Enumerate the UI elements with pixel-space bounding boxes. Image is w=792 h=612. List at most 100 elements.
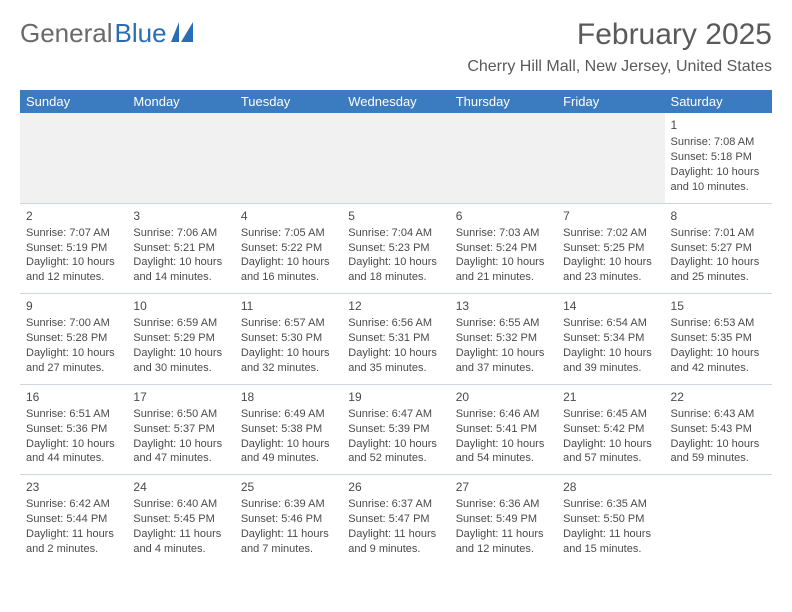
sunset-line: Sunset: 5:21 PM [133,241,228,256]
sunset-line: Sunset: 5:31 PM [348,331,443,346]
daylight-line: Daylight: 11 hours [26,527,121,542]
daylight-line: Daylight: 10 hours [563,437,658,452]
sunset-line: Sunset: 5:28 PM [26,331,121,346]
sunrise-line: Sunrise: 6:50 AM [133,407,228,422]
calendar-header: SundayMondayTuesdayWednesdayThursdayFrid… [20,90,772,113]
logo: GeneralBlue [20,18,197,49]
daylight-line: and 37 minutes. [456,361,551,376]
day-number: 2 [26,208,121,224]
sunrise-line: Sunrise: 7:02 AM [563,226,658,241]
sunrise-line: Sunrise: 7:08 AM [671,135,766,150]
daylight-line: and 42 minutes. [671,361,766,376]
sunset-line: Sunset: 5:41 PM [456,422,551,437]
sunrise-line: Sunrise: 7:03 AM [456,226,551,241]
day-header: Sunday [20,90,127,113]
sunset-line: Sunset: 5:22 PM [241,241,336,256]
sunrise-line: Sunrise: 6:51 AM [26,407,121,422]
daylight-line: and 49 minutes. [241,451,336,466]
sunset-line: Sunset: 5:32 PM [456,331,551,346]
daylight-line: and 54 minutes. [456,451,551,466]
day-number: 9 [26,298,121,314]
sunset-line: Sunset: 5:49 PM [456,512,551,527]
day-header: Tuesday [235,90,342,113]
sunrise-line: Sunrise: 6:37 AM [348,497,443,512]
day-header: Friday [557,90,664,113]
daylight-line: Daylight: 10 hours [456,346,551,361]
calendar-table: SundayMondayTuesdayWednesdayThursdayFrid… [20,90,772,565]
daylight-line: and 47 minutes. [133,451,228,466]
sunset-line: Sunset: 5:30 PM [241,331,336,346]
calendar-week: 2Sunrise: 7:07 AMSunset: 5:19 PMDaylight… [20,203,772,294]
sunset-line: Sunset: 5:44 PM [26,512,121,527]
daylight-line: Daylight: 10 hours [671,346,766,361]
calendar-cell: 16Sunrise: 6:51 AMSunset: 5:36 PMDayligh… [20,384,127,475]
sunrise-line: Sunrise: 6:47 AM [348,407,443,422]
daylight-line: Daylight: 10 hours [241,437,336,452]
calendar-cell [20,113,127,203]
daylight-line: Daylight: 10 hours [563,255,658,270]
sunset-line: Sunset: 5:45 PM [133,512,228,527]
logo-text-part1: General [20,18,113,49]
daylight-line: Daylight: 10 hours [348,437,443,452]
sunrise-line: Sunrise: 6:36 AM [456,497,551,512]
daylight-line: Daylight: 10 hours [671,165,766,180]
daylight-line: and 2 minutes. [26,542,121,557]
calendar-cell [665,475,772,565]
daylight-line: and 16 minutes. [241,270,336,285]
day-number: 28 [563,479,658,495]
daylight-line: and 30 minutes. [133,361,228,376]
sunset-line: Sunset: 5:19 PM [26,241,121,256]
daylight-line: and 12 minutes. [456,542,551,557]
day-number: 19 [348,389,443,405]
sunrise-line: Sunrise: 6:35 AM [563,497,658,512]
day-header: Monday [127,90,234,113]
calendar-week: 23Sunrise: 6:42 AMSunset: 5:44 PMDayligh… [20,475,772,565]
day-number: 17 [133,389,228,405]
calendar-cell: 4Sunrise: 7:05 AMSunset: 5:22 PMDaylight… [235,203,342,294]
sunrise-line: Sunrise: 6:56 AM [348,316,443,331]
day-number: 13 [456,298,551,314]
calendar-cell: 13 Sunrise: 6:55 AMSunset: 5:32 PMDayligh… [450,294,557,385]
daylight-line: Daylight: 10 hours [348,255,443,270]
daylight-line: and 12 minutes. [26,270,121,285]
day-number: 25 [241,479,336,495]
daylight-line: and 44 minutes. [26,451,121,466]
daylight-line: and 59 minutes. [671,451,766,466]
calendar-cell: 12Sunrise: 6:56 AMSunset: 5:31 PMDayligh… [342,294,449,385]
daylight-line: Daylight: 10 hours [348,346,443,361]
sunrise-line: Sunrise: 7:06 AM [133,226,228,241]
sunrise-line: Sunrise: 6:59 AM [133,316,228,331]
sunset-line: Sunset: 5:50 PM [563,512,658,527]
daylight-line: Daylight: 10 hours [671,437,766,452]
daylight-line: and 10 minutes. [671,180,766,195]
daylight-line: Daylight: 10 hours [26,255,121,270]
month-title: February 2025 [467,18,772,52]
calendar-cell: 7Sunrise: 7:02 AMSunset: 5:25 PMDaylight… [557,203,664,294]
calendar-cell [127,113,234,203]
sunrise-line: Sunrise: 6:45 AM [563,407,658,422]
sunset-line: Sunset: 5:29 PM [133,331,228,346]
day-number: 24 [133,479,228,495]
sunset-line: Sunset: 5:27 PM [671,241,766,256]
sunset-line: Sunset: 5:25 PM [563,241,658,256]
calendar-week: 1Sunrise: 7:08 AMSunset: 5:18 PMDaylight… [20,113,772,203]
calendar-cell: 21Sunrise: 6:45 AMSunset: 5:42 PMDayligh… [557,384,664,475]
calendar-cell [557,113,664,203]
calendar-cell: 26Sunrise: 6:37 AMSunset: 5:47 PMDayligh… [342,475,449,565]
sunrise-line: Sunrise: 6:53 AM [671,316,766,331]
calendar-cell: 28Sunrise: 6:35 AMSunset: 5:50 PMDayligh… [557,475,664,565]
sunrise-line: Sunrise: 6:55 AM [456,316,551,331]
day-number: 21 [563,389,658,405]
calendar-cell: 8Sunrise: 7:01 AMSunset: 5:27 PMDaylight… [665,203,772,294]
daylight-line: and 39 minutes. [563,361,658,376]
header-row: GeneralBlue February 2025 Cherry Hill Ma… [20,18,772,76]
calendar-body: 1Sunrise: 7:08 AMSunset: 5:18 PMDaylight… [20,113,772,565]
sunset-line: Sunset: 5:36 PM [26,422,121,437]
day-number: 1 [671,117,766,133]
calendar-cell: 1Sunrise: 7:08 AMSunset: 5:18 PMDaylight… [665,113,772,203]
day-number: 18 [241,389,336,405]
day-number: 20 [456,389,551,405]
day-number: 10 [133,298,228,314]
daylight-line: and 9 minutes. [348,542,443,557]
daylight-line: Daylight: 10 hours [671,255,766,270]
